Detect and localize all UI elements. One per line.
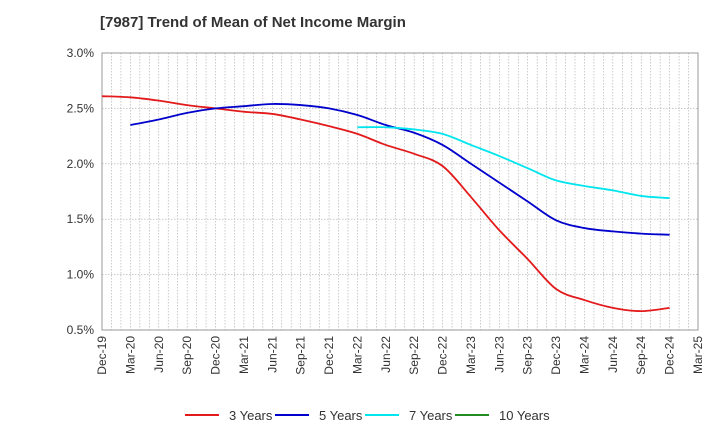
x-tick-label: Mar-24	[577, 336, 591, 374]
x-tick-label: Dec-24	[663, 336, 677, 375]
x-tick-label: Jun-20	[152, 336, 166, 373]
x-tick-label: Mar-25	[691, 336, 705, 374]
grid	[102, 52, 698, 331]
legend-item-10-years: 10 Years	[455, 404, 550, 426]
x-tick-label: Jun-21	[265, 336, 279, 373]
y-tick-label: 2.0%	[67, 157, 95, 171]
x-tick-label: Dec-21	[322, 336, 336, 375]
legend-label: 3 Years	[229, 407, 273, 423]
x-axis: Dec-19 Mar-20 Jun-20 Sep-20 Dec-20 Mar-21 Jun-…	[95, 336, 705, 375]
x-tick-label: Dec-22	[436, 336, 450, 375]
y-axis: 0.5% 1.0% 1.5% 2.0% 2.5% 3.0%	[67, 46, 95, 337]
legend-swatch	[455, 414, 489, 416]
series-lines	[101, 95, 670, 313]
x-tick-label: Sep-23	[521, 336, 535, 375]
legend-swatch	[365, 414, 399, 416]
legend-swatch	[185, 414, 219, 416]
y-tick-label: 1.0%	[67, 268, 95, 282]
x-tick-label: Jun-23	[492, 336, 506, 373]
series-line-7-years	[357, 126, 670, 200]
legend: 3 Years 5 Years 7 Years 10 Years	[0, 404, 720, 428]
legend-item-3-years: 3 Years	[185, 404, 272, 426]
legend-label: 10 Years	[499, 407, 550, 423]
x-tick-label: Sep-20	[180, 336, 194, 375]
series-line-5-years	[130, 103, 670, 236]
x-tick-label: Sep-21	[294, 336, 308, 375]
legend-label: 7 Years	[409, 407, 453, 423]
y-tick-label: 2.5%	[67, 101, 95, 115]
legend-item-5-years: 5 Years	[275, 404, 362, 426]
x-tick-label: Mar-23	[464, 336, 478, 374]
x-tick-label: Dec-23	[549, 336, 563, 375]
chart-title: [7987] Trend of Mean of Net Income Margi…	[100, 14, 406, 31]
x-tick-label: Mar-21	[237, 336, 251, 374]
series-line-3-years	[101, 95, 670, 313]
x-tick-label: Sep-22	[407, 336, 421, 375]
y-tick-label: 1.5%	[67, 212, 95, 226]
x-tick-label: Dec-20	[209, 336, 223, 375]
x-tick-label: Mar-20	[123, 336, 137, 374]
x-tick-label: Jun-24	[606, 336, 620, 373]
plot-area	[101, 52, 699, 331]
x-tick-label: Sep-24	[634, 336, 648, 375]
x-tick-label: Jun-22	[379, 336, 393, 373]
legend-swatch	[275, 414, 309, 416]
y-tick-label: 3.0%	[67, 46, 95, 60]
x-tick-label: Mar-22	[350, 336, 364, 374]
y-tick-label: 0.5%	[67, 323, 95, 337]
legend-item-7-years: 7 Years	[365, 404, 452, 426]
legend-label: 5 Years	[319, 407, 363, 423]
x-tick-label: Dec-19	[95, 336, 109, 375]
